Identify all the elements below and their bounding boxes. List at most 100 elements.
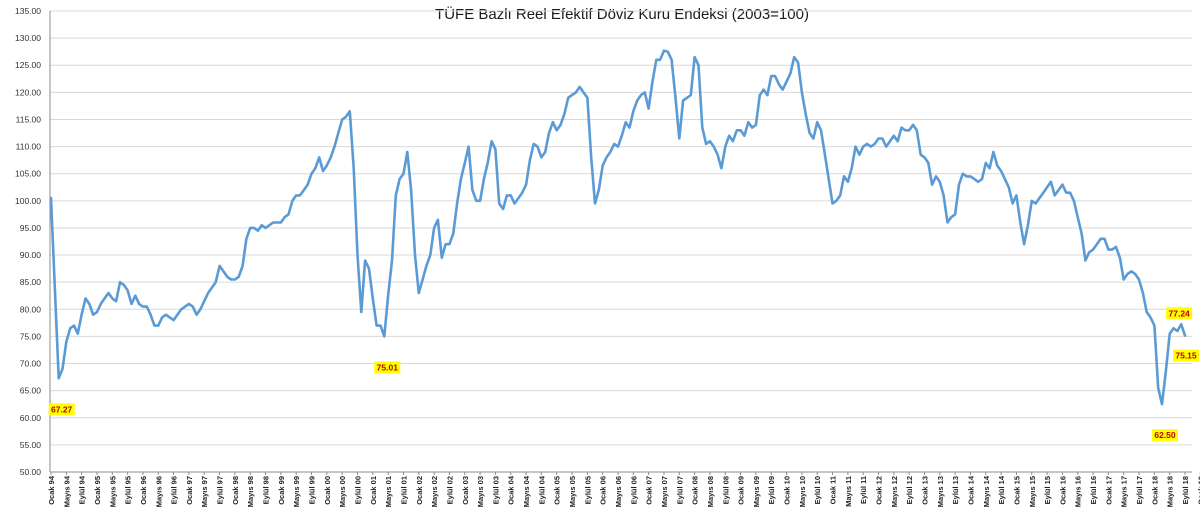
y-tick-label: 120.00 (15, 87, 41, 97)
y-axis: 50.00 55.00 60.00 65.00 70.00 75.00 80.00 85.00… (15, 6, 51, 477)
data-labels: 67.27 75.01 62.50 77.24 75.15 (48, 307, 1199, 442)
data-label-background (1152, 429, 1179, 442)
x-tick-label: Mayıs 97 (200, 476, 209, 507)
x-tick-label: Ocak 05 (553, 476, 562, 505)
data-label: 75.15 (1175, 351, 1197, 361)
x-tick-label: Mayıs 95 (108, 476, 117, 507)
x-tick-label: Eylül 07 (675, 476, 684, 504)
x-tick-label: Mayıs 12 (890, 476, 899, 507)
x-tick-label: Mayıs 04 (522, 475, 531, 507)
x-tick-label: Ocak 10 (783, 476, 792, 505)
x-tick-label: Ocak 14 (966, 475, 975, 505)
x-tick-label: Mayıs 03 (476, 476, 485, 507)
x-tick-label: Eylül 06 (629, 476, 638, 504)
y-tick-label: 55.00 (20, 440, 42, 450)
y-tick-label: 75.00 (20, 331, 42, 341)
data-label: 62.50 (1154, 430, 1176, 440)
x-axis: Ocak 94 Mayıs 94 Eylül 94 Ocak 95 Mayıs 95 Ey… (47, 471, 1200, 507)
y-tick-label: 125.00 (15, 60, 41, 70)
x-tick-label: Mayıs 11 (844, 476, 853, 507)
y-tick-label: 115.00 (16, 114, 42, 124)
x-tick-label: Eylül 01 (399, 476, 408, 504)
data-label: 77.24 (1169, 308, 1191, 318)
x-tick-label: Ocak 00 (323, 476, 332, 505)
x-tick-label: Eylül 08 (721, 476, 730, 504)
x-tick-label: Ocak 16 (1058, 476, 1067, 505)
x-tick-label: Ocak 07 (645, 476, 654, 505)
x-tick-label: Ocak 01 (369, 476, 378, 505)
x-tick-label: Mayıs 17 (1120, 476, 1129, 507)
y-tick-label: 105.00 (15, 169, 41, 179)
y-tick-label: 135.00 (15, 6, 41, 16)
x-tick-label: Mayıs 10 (798, 476, 807, 507)
y-tick-label: 65.00 (20, 386, 42, 396)
data-label-background (48, 403, 75, 416)
x-tick-label: Eylül 18 (1181, 476, 1190, 504)
x-tick-label: Eylül 13 (951, 476, 960, 504)
x-tick-label: Mayıs 15 (1028, 476, 1037, 507)
data-label-background (374, 361, 401, 374)
x-tick-label: Mayıs 05 (568, 476, 577, 507)
x-tick-label: Ocak 02 (415, 476, 424, 505)
x-tick-label: Eylül 12 (905, 476, 914, 504)
x-tick-label: Eylül 95 (124, 476, 133, 504)
x-tick-label: Eylül 94 (78, 475, 87, 504)
x-tick-label: Eylül 10 (813, 476, 822, 504)
x-tick-label: Mayıs 09 (752, 476, 761, 507)
y-tick-label: 50.00 (20, 467, 42, 477)
x-tick-label: Eylül 98 (262, 476, 271, 504)
x-tick-label: Eylül 97 (216, 476, 225, 504)
y-tick-label: 60.00 (20, 413, 42, 423)
x-tick-label: Eylül 16 (1089, 476, 1098, 504)
x-tick-label: Eylül 09 (767, 476, 776, 504)
x-tick-label: Ocak 12 (875, 476, 884, 505)
y-tick-label: 70.00 (20, 359, 42, 369)
x-tick-label: Mayıs 06 (614, 476, 623, 507)
x-tick-label: Eylül 96 (170, 476, 179, 504)
x-tick-label: Eylül 99 (308, 476, 317, 504)
data-label: 75.01 (377, 362, 399, 372)
x-tick-label: Mayıs 07 (660, 476, 669, 507)
y-tick-label: 85.00 (20, 277, 42, 287)
x-tick-label: Mayıs 94 (62, 475, 71, 507)
y-tick-label: 130.00 (15, 33, 41, 43)
x-tick-label: Mayıs 02 (430, 476, 439, 507)
y-tick-label: 100.00 (15, 196, 41, 206)
x-tick-label: Ocak 18 (1150, 476, 1159, 505)
x-tick-label: Ocak 96 (139, 476, 148, 505)
x-tick-label: Mayıs 08 (706, 476, 715, 507)
x-tick-label: Eylül 03 (491, 476, 500, 504)
x-tick-label: Mayıs 96 (154, 476, 163, 507)
chart-title: TÜFE Bazlı Reel Efektif Döviz Kuru Endek… (435, 5, 809, 23)
x-tick-label: Ocak 98 (231, 476, 240, 505)
x-tick-label: Ocak 15 (1012, 476, 1021, 505)
x-tick-label: Eylül 17 (1135, 476, 1144, 504)
x-tick-label: Ocak 03 (461, 476, 470, 505)
x-tick-label: Ocak 09 (737, 476, 746, 505)
data-label-background (1173, 349, 1199, 362)
x-tick-label: Ocak 99 (277, 476, 286, 505)
x-tick-label: Ocak 11 (829, 476, 838, 504)
x-tick-label: Ocak 19 (1196, 476, 1200, 505)
x-tick-label: Eylül 15 (1043, 476, 1052, 504)
x-tick-label: Mayıs 14 (982, 475, 991, 507)
x-tick-label: Ocak 08 (691, 476, 700, 505)
x-tick-label: Eylül 00 (353, 476, 362, 504)
x-tick-label: Mayıs 18 (1166, 476, 1175, 507)
x-tick-label: Mayıs 00 (338, 476, 347, 507)
x-tick-label: Mayıs 16 (1074, 476, 1083, 507)
x-tick-label: Eylül 05 (583, 476, 592, 504)
x-tick-label: Mayıs 01 (384, 476, 393, 507)
y-gridlines (50, 10, 1192, 446)
y-tick-label: 80.00 (20, 304, 42, 314)
y-tick-label: 90.00 (20, 250, 42, 260)
x-tick-label: Ocak 06 (599, 476, 608, 505)
x-tick-label: Ocak 17 (1104, 476, 1113, 505)
data-label: 67.27 (51, 404, 73, 414)
y-tick-label: 95.00 (20, 223, 42, 233)
series-group (49, 49, 1187, 406)
x-tick-label: Mayıs 98 (246, 476, 255, 507)
y-tick-label: 110.00 (16, 142, 42, 152)
x-tick-label: Ocak 94 (47, 475, 56, 505)
x-tick-label: Mayıs 99 (292, 476, 301, 507)
